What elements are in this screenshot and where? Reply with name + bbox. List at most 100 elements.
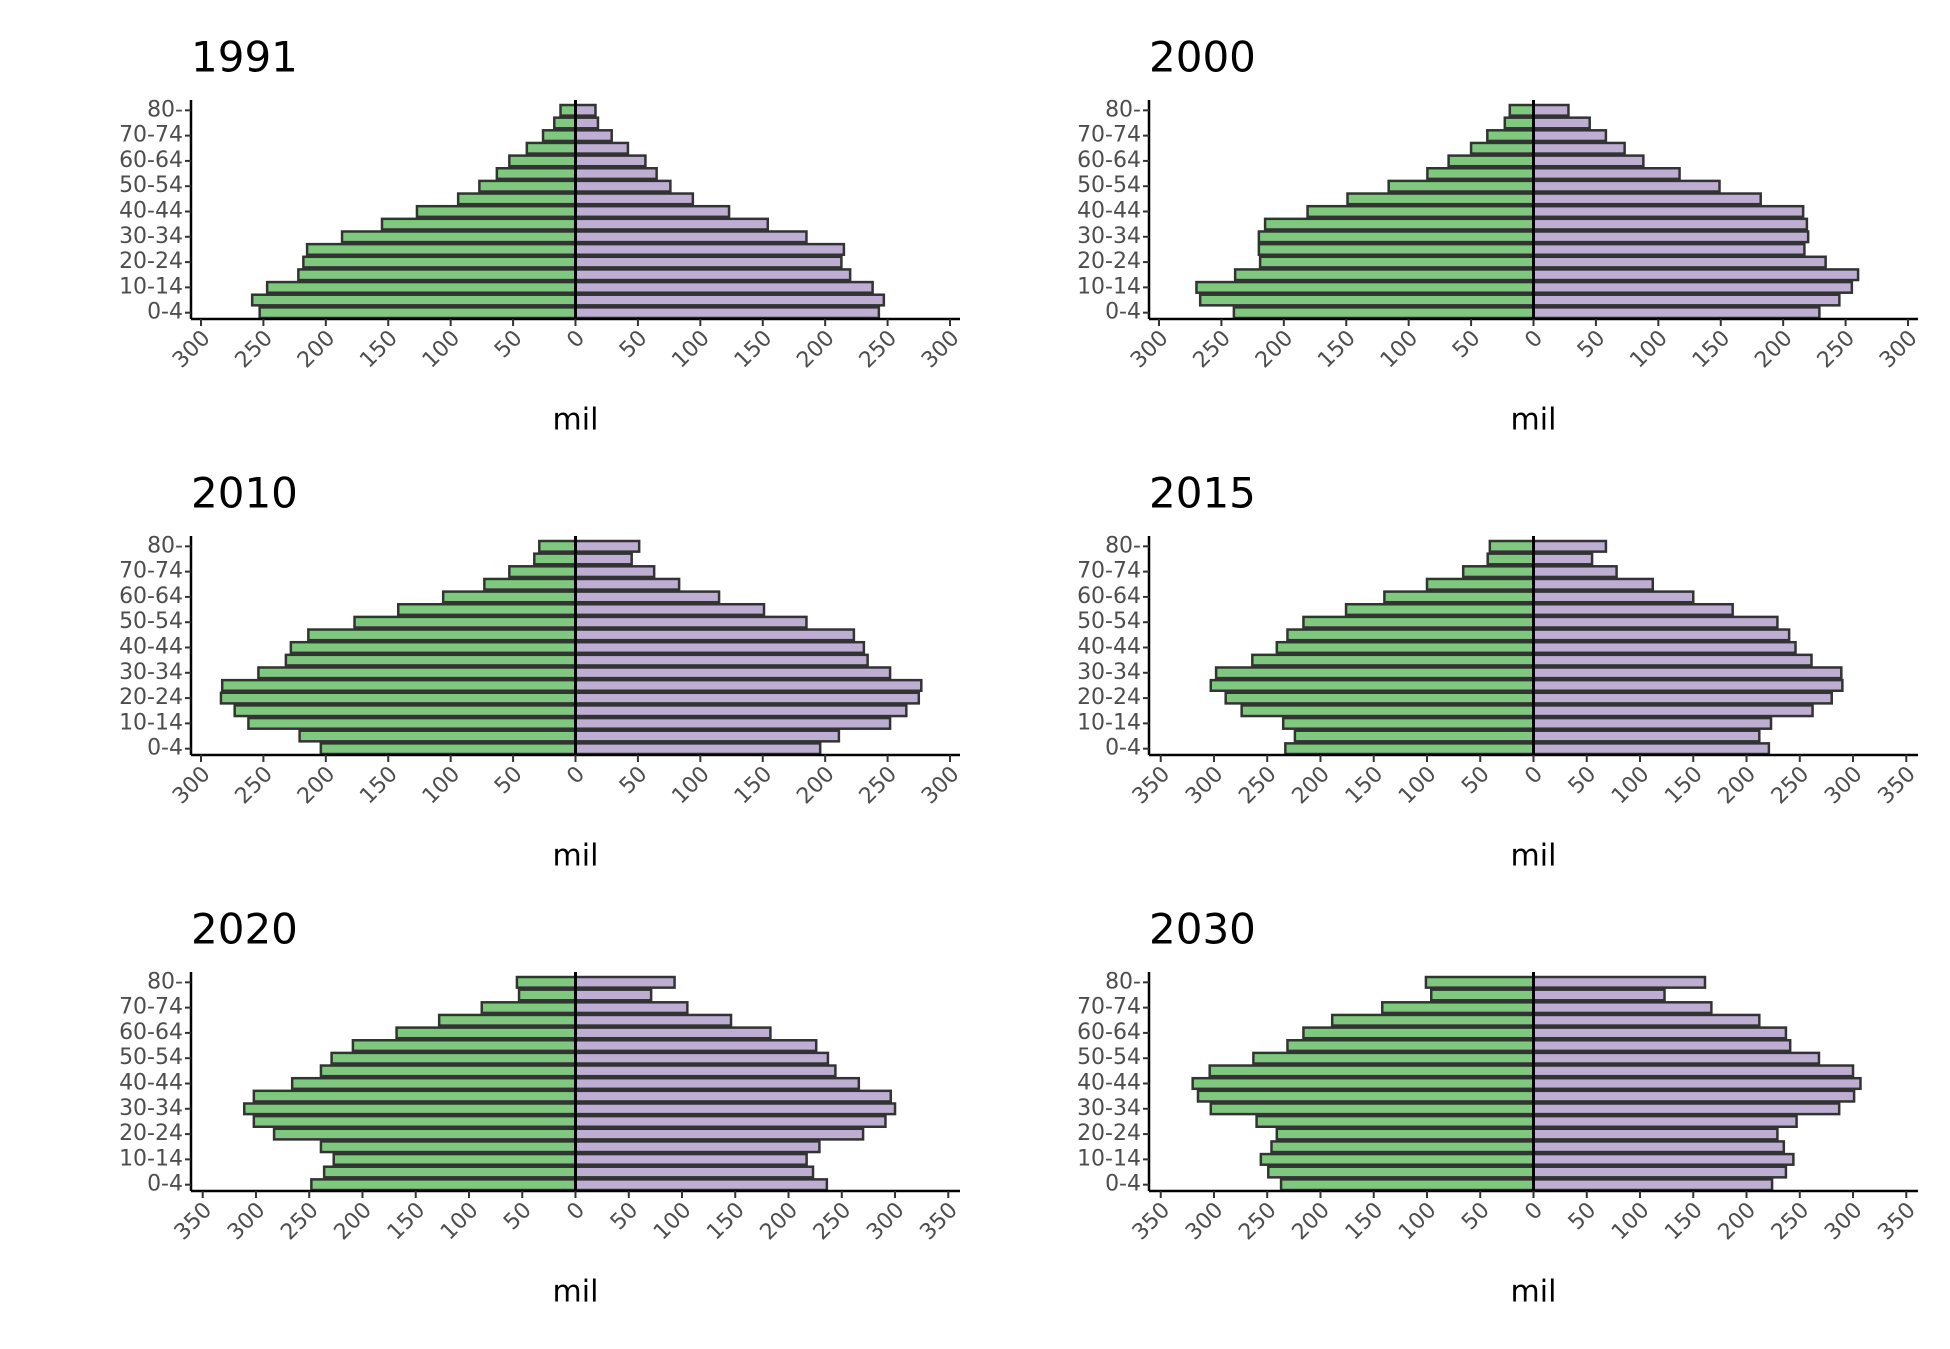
bar (541, 129, 577, 143)
bar (1257, 230, 1535, 244)
bar (574, 691, 921, 705)
bar (1532, 192, 1762, 206)
bar (340, 230, 577, 244)
bar (258, 306, 577, 320)
x-tick-label: 300 (1181, 1198, 1228, 1245)
bar (517, 988, 577, 1002)
x-tick-label: 250 (855, 326, 902, 373)
x-tick-label: 300 (862, 1198, 909, 1245)
x-tick-label: 200 (756, 1198, 803, 1245)
bar (574, 1127, 865, 1141)
panel: 2020 0-410-1420-2430-3440-4450-5460-6470-… (119, 905, 963, 1310)
x-tick-label: 200 (1251, 326, 1298, 373)
x-tick-label: 150 (1313, 326, 1360, 373)
bar (233, 704, 577, 718)
y-tick-label: 40-44 (1077, 1071, 1141, 1096)
x-tick-label: 50 (1564, 762, 1601, 799)
bar (574, 975, 676, 989)
bar (1381, 1001, 1535, 1015)
y-tick-label: 20-24 (119, 685, 183, 710)
y-tick-label: 20-24 (1077, 1121, 1141, 1146)
y-tick-label: 10-14 (1077, 274, 1141, 299)
bar (456, 192, 577, 206)
bar (574, 280, 874, 294)
x-tick-label: 200 (1750, 326, 1797, 373)
bar (1532, 280, 1854, 294)
bar (574, 230, 808, 244)
y-tick-label: 70-74 (119, 995, 183, 1020)
bar (330, 1051, 577, 1065)
bar (1532, 678, 1844, 693)
x-tick-label: 300 (917, 326, 964, 373)
bar (257, 666, 577, 680)
bar (1279, 1178, 1535, 1192)
bar (1532, 1127, 1779, 1141)
x-tick-label: 300 (1181, 762, 1228, 809)
panel: 2015 0-410-1420-2430-3440-4450-5460-6470-… (1077, 469, 1921, 874)
bar (1532, 1013, 1761, 1027)
y-tick-label: 40-44 (119, 199, 183, 224)
bar (1532, 988, 1666, 1002)
bar (1532, 1140, 1786, 1154)
bar (297, 268, 577, 282)
bar (525, 141, 577, 155)
x-tick-label: 0 (1520, 762, 1548, 790)
y-tick-label: 30-34 (1077, 224, 1141, 249)
bar (250, 293, 577, 307)
y-tick-label: 80- (147, 533, 183, 558)
bar (574, 1114, 887, 1129)
bar (1267, 1165, 1535, 1179)
bar (1532, 242, 1806, 257)
y-tick-label: 20-24 (1077, 249, 1141, 274)
x-tick-label: 250 (809, 1198, 856, 1245)
y-tick-label: 20-24 (119, 1121, 183, 1146)
y-tick-label: 80- (1105, 533, 1141, 558)
x-tick-label: 50 (1573, 326, 1610, 363)
bar (1259, 1152, 1535, 1166)
bar (441, 590, 577, 604)
bar (1195, 280, 1535, 294)
bar (1532, 230, 1810, 244)
bar (1532, 293, 1841, 307)
x-tick-label: 300 (917, 762, 964, 809)
x-tick-label: 350 (1873, 762, 1920, 809)
y-tick-label: 50-54 (1077, 173, 1141, 198)
bar (574, 1102, 897, 1116)
bar (302, 255, 577, 269)
bar (1532, 742, 1771, 756)
x-tick-label: 300 (1820, 762, 1867, 809)
bar (305, 242, 577, 257)
x-tick-label: 150 (1660, 762, 1707, 809)
bar (1532, 552, 1594, 566)
bar (396, 602, 577, 617)
bar (574, 1026, 772, 1040)
y-tick-label: 70-74 (1077, 123, 1141, 148)
y-tick-label: 70-74 (1077, 559, 1141, 584)
bar (1302, 1026, 1535, 1040)
bar (495, 166, 577, 181)
bar (574, 268, 852, 282)
bar (332, 1152, 577, 1166)
bar (298, 729, 577, 743)
y-tick-label: 80- (1105, 969, 1141, 994)
x-tick-label: 50 (615, 762, 652, 799)
x-tick-label: 50 (499, 1198, 536, 1235)
bar (574, 1152, 808, 1166)
bar (574, 565, 656, 579)
bar (1486, 129, 1535, 143)
x-tick-label: 50 (490, 762, 527, 799)
x-tick-label: 100 (649, 1198, 696, 1245)
y-tick-label: 70-74 (119, 123, 183, 148)
x-axis-label: mil (1511, 839, 1557, 874)
x-tick-label: 50 (1564, 1198, 1601, 1235)
bar (272, 1127, 577, 1141)
bar (574, 577, 681, 591)
y-tick-label: 40-44 (1077, 635, 1141, 660)
bar (1306, 204, 1535, 219)
y-tick-label: 0-4 (147, 736, 183, 761)
bar (1281, 716, 1535, 730)
bar (1284, 742, 1535, 756)
bar (1532, 666, 1843, 680)
y-tick-label: 0-4 (1105, 1172, 1141, 1197)
y-tick-label: 0-4 (1105, 300, 1141, 325)
